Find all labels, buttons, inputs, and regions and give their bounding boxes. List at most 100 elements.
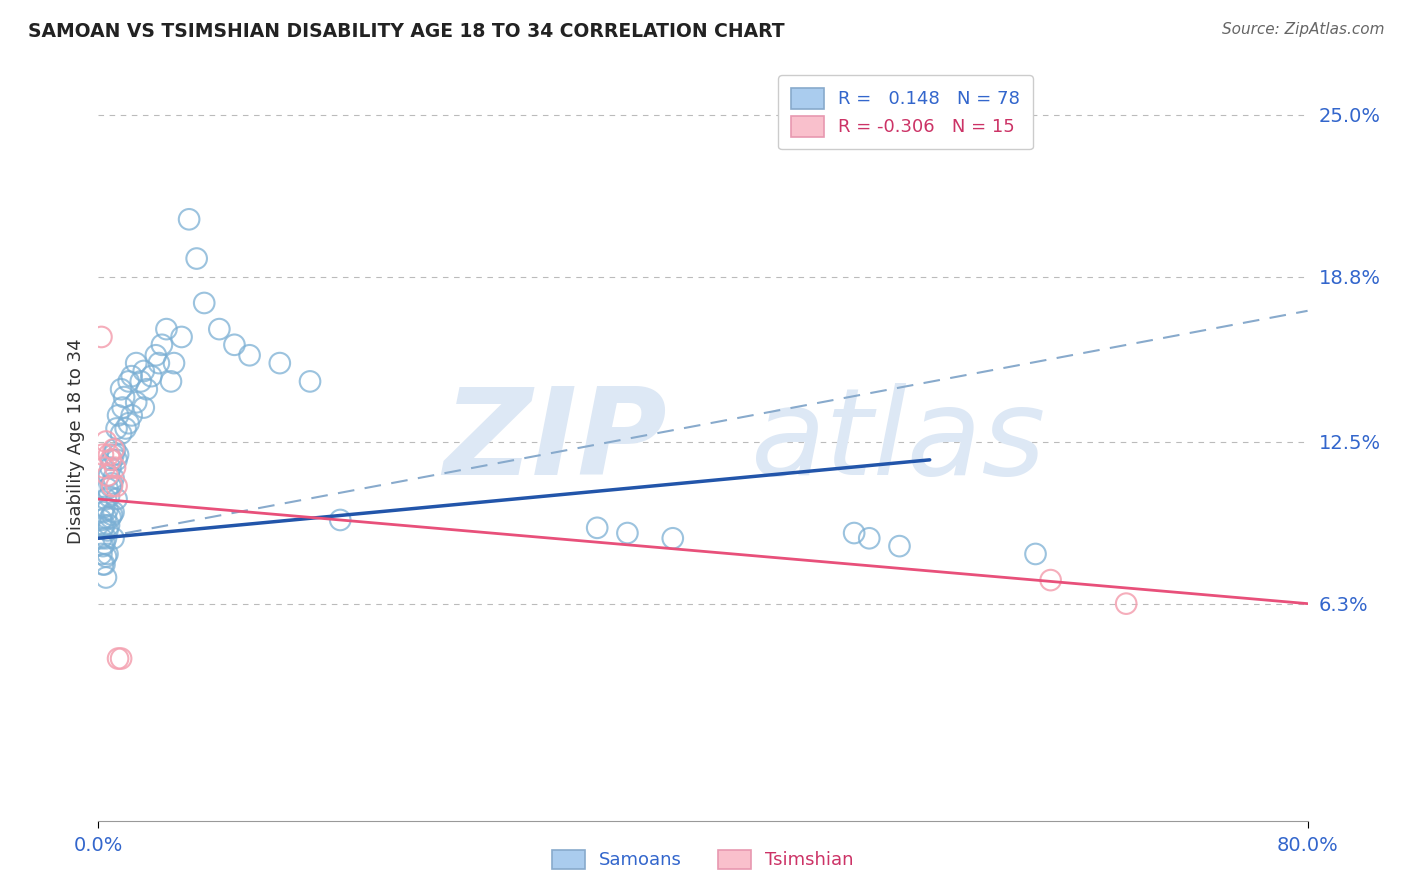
Point [121,369,143,384]
Point [93,558,115,572]
Point [125,395,148,409]
Point [186,252,208,266]
Point [110,382,132,396]
Point [889,539,911,553]
Point [155,322,177,336]
Point [179,212,201,227]
Point [90,547,112,561]
Point [101,508,124,522]
Point [90,531,112,545]
Point [110,426,132,441]
Point [91,521,114,535]
Point [91,539,114,553]
Point [94,531,117,545]
Text: Source: ZipAtlas.com: Source: ZipAtlas.com [1222,22,1385,37]
Point [148,356,170,370]
Text: SAMOAN VS TSIMSHIAN DISABILITY AGE 18 TO 34 CORRELATION CHART: SAMOAN VS TSIMSHIAN DISABILITY AGE 18 TO… [28,22,785,41]
Point [98,490,121,504]
Point [329,513,352,527]
Point [93,500,115,514]
Point [858,531,880,545]
Point [118,375,141,389]
Point [100,510,122,524]
Point [150,338,173,352]
Point [224,338,246,352]
Point [616,526,638,541]
Point [114,421,136,435]
Point [101,453,124,467]
Point [105,421,128,435]
Point [100,460,122,475]
Point [107,448,129,462]
Point [135,382,157,396]
Point [93,536,115,550]
Point [121,409,143,423]
Point [269,356,291,370]
Point [103,531,125,545]
Point [586,521,609,535]
Point [1024,547,1046,561]
Point [101,476,124,491]
Point [105,491,128,506]
Point [110,651,132,665]
Point [104,442,127,457]
Point [163,356,186,370]
Point [93,460,115,475]
Point [170,330,193,344]
Point [1039,573,1062,587]
Point [96,524,118,538]
Point [208,322,231,336]
Point [132,364,155,378]
Point [145,348,167,362]
Point [661,531,683,545]
Point [141,369,163,384]
Point [160,375,183,389]
Point [103,471,125,485]
Point [125,356,148,370]
Y-axis label: Disability Age 18 to 34: Disability Age 18 to 34 [66,339,84,544]
Point [94,570,117,584]
Point [105,453,128,467]
Point [100,453,122,467]
Point [111,401,134,415]
Point [94,434,117,449]
Point [103,505,125,519]
Point [96,468,118,483]
Point [98,448,121,462]
Point [96,502,118,516]
Point [132,401,155,415]
Point [129,375,152,389]
Point [118,416,141,430]
Point [91,558,114,572]
Point [103,442,125,457]
Point [844,526,866,541]
Legend: Samoans, Tsimshian: Samoans, Tsimshian [543,840,863,879]
Point [103,448,125,462]
Point [107,409,129,423]
Point [107,651,129,665]
Point [239,348,262,362]
Point [105,479,128,493]
Point [96,547,118,561]
Text: atlas: atlas [751,383,1046,500]
Point [299,375,322,389]
Point [101,479,124,493]
Point [94,510,117,524]
Point [98,468,121,483]
Point [91,505,114,519]
Point [104,460,127,475]
Text: ZIP: ZIP [443,383,666,500]
Point [98,518,121,533]
Point [90,330,112,344]
Point [193,296,215,310]
Point [96,482,118,496]
Point [90,513,112,527]
Point [93,518,115,533]
Point [94,549,117,564]
Point [94,491,117,506]
Point [91,448,114,462]
Legend: R =   0.148   N = 78, R = -0.306   N = 15: R = 0.148 N = 78, R = -0.306 N = 15 [779,75,1032,150]
Point [1115,597,1137,611]
Point [112,390,135,404]
Point [100,479,122,493]
